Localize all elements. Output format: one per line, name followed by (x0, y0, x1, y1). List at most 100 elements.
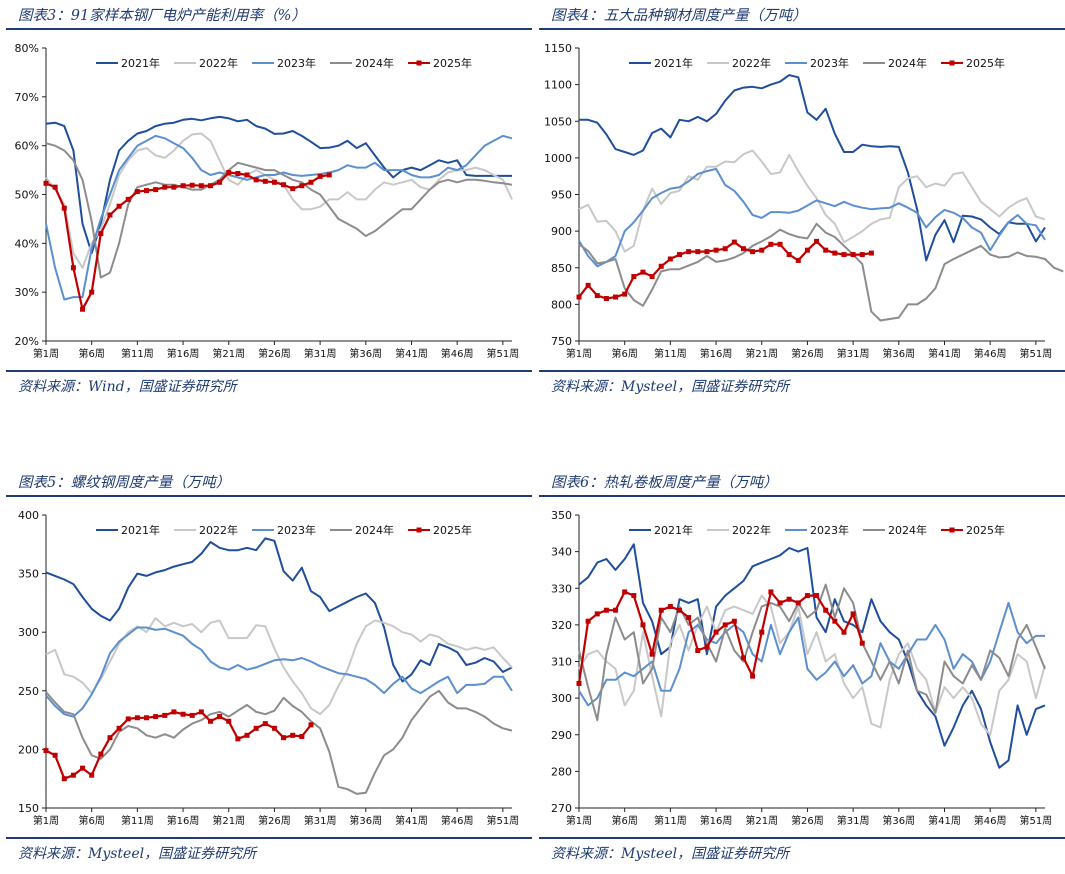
y-tick-label: 340 (551, 546, 572, 559)
data-point (253, 725, 259, 731)
data-point (786, 252, 792, 258)
data-point (235, 736, 241, 742)
legend-label: 2021年 (654, 523, 693, 537)
data-point (162, 712, 168, 718)
data-point (832, 618, 838, 624)
series-line-2021年 (45, 115, 512, 255)
data-point (841, 252, 847, 258)
chart-source: 资料来源：Mysteel，国盛证券研究所 (551, 379, 790, 395)
x-tick-label: 第51周 (1019, 347, 1052, 360)
data-point (189, 712, 195, 718)
source-divider (6, 370, 532, 372)
chart-panel-1: 图表3：91家样本钢厂电炉产能利用率（%） 20% 30% 40% 50% 60% 70%… (0, 4, 532, 404)
chart-source: 资料来源：Wind，国盛证券研究所 (18, 379, 237, 395)
legend-label: 2025年 (433, 523, 472, 537)
title-divider (6, 495, 532, 497)
x-tick-label: 第46周 (441, 347, 474, 360)
legend-label: 2023年 (277, 523, 316, 537)
data-point (859, 252, 865, 258)
legend-marker (949, 527, 955, 533)
x-tick-label: 第21周 (745, 814, 778, 827)
legend-label: 2021年 (654, 56, 693, 70)
data-point (603, 607, 609, 613)
series-line-2022年 (45, 617, 513, 716)
legend-label: 2023年 (810, 523, 849, 537)
data-point (125, 716, 131, 722)
data-point (116, 203, 122, 209)
data-point (162, 184, 168, 190)
x-tick-label: 第1周 (566, 347, 592, 360)
data-point (80, 306, 86, 312)
y-tick-label: 40% (15, 237, 39, 250)
data-point (677, 607, 683, 613)
data-point (207, 183, 213, 189)
x-tick-label: 第6周 (611, 347, 637, 360)
x-tick-label: 第6周 (78, 814, 104, 827)
data-point (52, 752, 58, 758)
chart-title: 图表3：91家样本钢厂电炉产能利用率（%） (18, 8, 306, 24)
x-tick-label: 第26周 (258, 347, 291, 360)
series-line-2023年 (45, 134, 513, 301)
x-tick-label: 第16周 (167, 814, 200, 827)
y-tick-label: 330 (551, 582, 572, 595)
x-tick-label: 第36周 (882, 347, 915, 360)
data-point (868, 250, 874, 256)
x-tick-label: 第31周 (304, 347, 337, 360)
data-point (722, 622, 728, 628)
data-point (171, 709, 177, 715)
data-point (271, 179, 277, 185)
x-tick-label: 第26周 (791, 347, 824, 360)
source-divider (539, 370, 1065, 372)
x-tick-label: 第46周 (974, 814, 1007, 827)
data-point (686, 615, 692, 621)
data-point (70, 265, 76, 271)
data-point (134, 715, 140, 721)
x-tick-label: 第16周 (700, 814, 733, 827)
data-point (859, 640, 865, 646)
x-tick-label: 第1周 (33, 814, 59, 827)
data-point (144, 715, 150, 721)
data-point (43, 748, 49, 754)
line-chart: 270 280 290 300 310 320 330 340 350 第1周 第6周 第11周 第16… (551, 509, 1052, 827)
data-point (299, 183, 305, 189)
chart-title: 图表5：螺纹钢周度产量（万吨） (18, 475, 231, 491)
y-tick-label: 1050 (544, 115, 572, 128)
line-chart: 750 800 850 900 950 1000 1050 1100 1150 第1周 第6周 第11… (544, 42, 1064, 360)
chart-source: 资料来源：Mysteel，国盛证券研究所 (18, 846, 257, 862)
data-point (804, 593, 810, 599)
legend-label: 2024年 (355, 56, 394, 70)
y-tick-label: 800 (551, 298, 572, 311)
y-tick-label: 300 (551, 692, 572, 705)
x-tick-label: 第16周 (167, 347, 200, 360)
y-tick-label: 30% (15, 286, 39, 299)
y-tick-label: 270 (551, 802, 572, 815)
data-point (98, 231, 104, 237)
data-point (171, 184, 177, 190)
source-divider (6, 837, 532, 839)
data-point (70, 772, 76, 778)
series-line-2024年 (45, 689, 513, 795)
data-point (722, 246, 728, 252)
data-point (317, 173, 323, 179)
data-point (281, 735, 287, 741)
x-tick-label: 第21周 (212, 347, 245, 360)
data-point (217, 179, 223, 185)
x-tick-label: 第36周 (349, 347, 382, 360)
data-point (299, 734, 305, 740)
data-point (134, 189, 140, 195)
data-point (585, 282, 591, 288)
legend-label: 2024年 (888, 56, 927, 70)
x-tick-label: 第6周 (78, 347, 104, 360)
legend-label: 2022年 (732, 56, 771, 70)
x-tick-label: 第11周 (654, 347, 687, 360)
data-point (649, 274, 655, 280)
data-point (594, 293, 600, 299)
x-tick-label: 第51周 (486, 347, 519, 360)
x-tick-label: 第26周 (258, 814, 291, 827)
data-point (116, 725, 122, 731)
series-line-2023年 (578, 167, 1046, 268)
data-point (804, 247, 810, 253)
data-point (777, 241, 783, 247)
data-point (768, 589, 774, 595)
data-point (850, 252, 856, 258)
